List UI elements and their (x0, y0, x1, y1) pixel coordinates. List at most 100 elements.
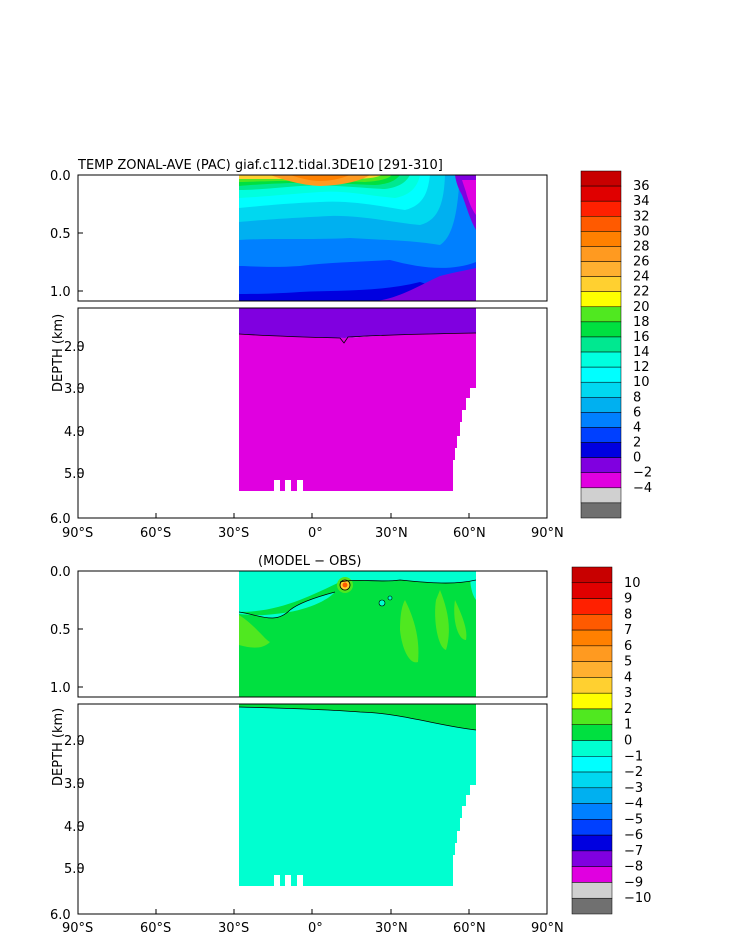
xtick-label: 90°S (62, 921, 93, 936)
xtick-label: 60°N (453, 921, 486, 936)
colorbar-label: −8 (624, 860, 643, 875)
x-axis-ticks: 90°S 60°S 30°S 0° 30°N 60°N 90°N (62, 513, 564, 541)
ytick-label: 3.0 (64, 777, 85, 792)
colorbar-swatch (571, 819, 613, 836)
colorbar-swatch (580, 276, 622, 292)
colorbar-swatch (580, 381, 622, 398)
colorbar-swatch (571, 882, 613, 899)
colorbar-swatch (580, 321, 622, 338)
colorbar-label: −2 (633, 466, 652, 481)
colorbar-swatch (571, 598, 613, 615)
xtick-label: 30°S (218, 921, 249, 936)
xtick-label: 60°S (140, 526, 171, 541)
colorbar-label: −3 (624, 781, 643, 796)
colorbar-swatch (580, 261, 622, 277)
colorbar-label: 22 (633, 285, 650, 300)
colorbar-label: −5 (624, 812, 643, 827)
colorbar-label: 6 (633, 405, 641, 420)
colorbar-label: 10 (633, 375, 650, 390)
colorbar-swatch (571, 756, 613, 773)
colorbar-swatch (580, 336, 622, 353)
y-axis-label: DEPTH (km) (51, 708, 66, 786)
colorbar-swatch (580, 200, 622, 217)
colorbar-swatch (571, 582, 613, 599)
colorbar-label: −7 (624, 844, 643, 859)
xtick-label: 30°N (375, 921, 408, 936)
ytick-label: 4.0 (64, 820, 85, 835)
colorbar-label: 4 (633, 420, 641, 435)
plot-area-upper (239, 175, 476, 301)
colorbar-label: 3 (624, 686, 632, 701)
ytick-label: 5.0 (64, 862, 85, 877)
ytick-label: 4.0 (64, 425, 85, 440)
colorbar-swatch (571, 771, 613, 789)
colorbar-swatch (571, 724, 613, 741)
colorbar-label: 10 (624, 576, 641, 591)
x-axis-ticks: 90°S 60°S 30°S 0° 30°N 60°N 90°N (62, 909, 564, 936)
plot-area-upper (239, 571, 476, 697)
colorbar-swatch (580, 457, 622, 473)
xtick-label: 30°S (218, 526, 249, 541)
colorbar-label: 9 (624, 592, 632, 607)
colorbar-label: 28 (633, 239, 650, 254)
colorbar-label: 8 (624, 607, 632, 622)
colorbar-swatch (571, 645, 613, 662)
xtick-label: 60°N (453, 526, 486, 541)
colorbar-swatch (571, 866, 613, 883)
xtick-label: 30°N (375, 526, 408, 541)
colorbar-label: −1 (624, 749, 643, 764)
ytick-label: 6.0 (50, 908, 71, 923)
colorbar-label: 16 (633, 330, 650, 345)
colorbar-swatch (571, 692, 613, 710)
colorbar-swatch (571, 740, 613, 757)
colorbar-swatch (580, 397, 622, 413)
ytick-label: 0.5 (50, 623, 71, 638)
plot-area-lower (238, 704, 477, 886)
colorbar-swatch (580, 351, 622, 368)
xtick-label: 90°N (531, 921, 564, 936)
colorbar-label: −2 (624, 765, 643, 780)
xtick-label: 60°S (140, 921, 171, 936)
colorbar-label: −4 (633, 481, 652, 496)
plot-area-lower (238, 308, 477, 491)
xtick-label: 90°S (62, 526, 93, 541)
colorbar-swatch (571, 850, 613, 867)
colorbar-swatch (571, 787, 613, 804)
colorbar-swatch (580, 246, 622, 262)
chart-title: TEMP ZONAL-AVE (PAC) giaf.c112.tidal.3DE… (77, 158, 443, 173)
ytick-label: 3.0 (64, 382, 85, 397)
colorbar-swatch (580, 216, 622, 232)
colorbar-swatch (571, 708, 613, 725)
colorbar-label: −6 (624, 828, 643, 843)
colorbar-swatch (571, 566, 613, 584)
colorbar-label: 0 (633, 451, 641, 466)
ytick-label: 1.0 (50, 285, 71, 300)
ytick-label: 6.0 (50, 512, 71, 527)
colorbar-swatch (580, 472, 622, 489)
colorbar-swatch (571, 661, 613, 678)
ytick-label: 1.0 (50, 681, 71, 696)
colorbar-label: 8 (633, 390, 641, 405)
colorbar-swatch (571, 614, 613, 631)
colorbar-swatch (580, 291, 622, 308)
colorbar-label: 26 (633, 255, 650, 270)
colorbar-swatch (580, 412, 622, 428)
colorbar-label: 6 (624, 639, 632, 654)
colorbar-swatch (580, 306, 622, 323)
y-axis-ticks: 0.0 0.5 1.0 2.0 3.0 4.0 5.0 6.0 (50, 565, 85, 923)
colorbar-label: 12 (633, 360, 650, 375)
colorbar-swatch (580, 366, 622, 383)
colorbar-label: −4 (624, 797, 643, 812)
colorbar-swatch (571, 677, 613, 694)
colorbar-swatch (571, 803, 613, 820)
ytick-label: 0.0 (50, 169, 71, 184)
colorbar-label: −9 (624, 875, 643, 890)
colorbar-label: 4 (624, 670, 632, 685)
ytick-label: 2.0 (64, 734, 85, 749)
colorbar-swatch (580, 231, 622, 247)
colorbar-label: 14 (633, 345, 650, 360)
colorbar-label: 5 (624, 655, 632, 670)
ytick-label: 5.0 (64, 467, 85, 482)
